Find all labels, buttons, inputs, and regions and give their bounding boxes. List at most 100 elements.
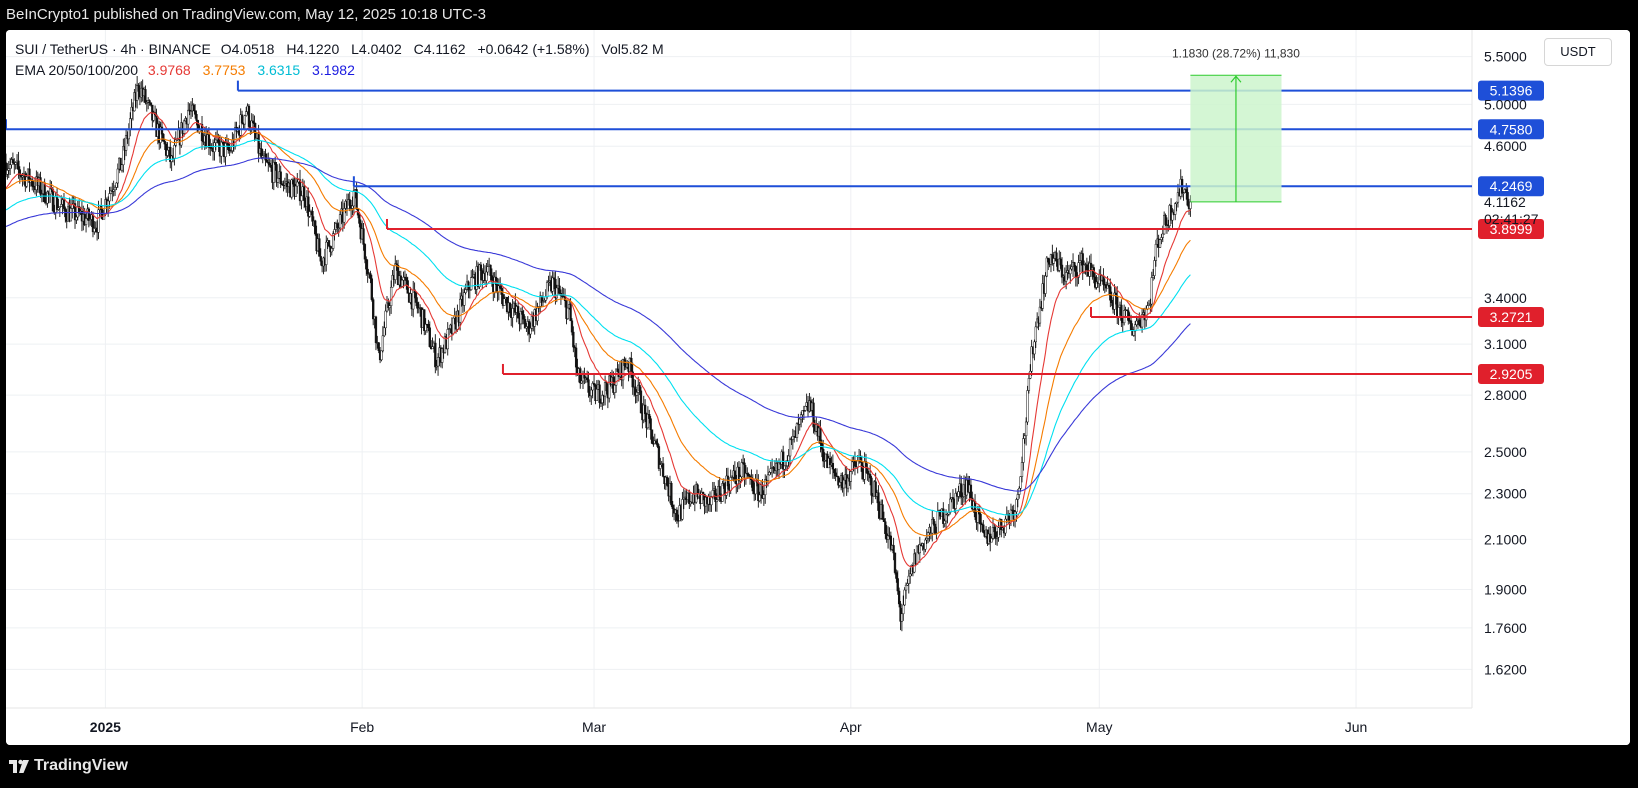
candle-body-266	[372, 299, 375, 320]
candle-body-733	[1016, 494, 1019, 500]
price-tick-9: 1.9000	[1484, 581, 1527, 597]
price-tick-10: 1.7600	[1484, 620, 1527, 636]
candle-body-371	[516, 306, 520, 319]
candle-body-713	[989, 533, 992, 543]
candle-body-619	[859, 456, 862, 463]
candle-body-753	[1044, 275, 1047, 294]
candle-body-211	[296, 181, 299, 187]
last-price-label: 4.1162	[1484, 194, 1526, 210]
candle-body-411	[572, 331, 575, 348]
candle-body-393	[547, 281, 550, 283]
candle-body-812	[1125, 309, 1129, 312]
candle-body-151	[213, 142, 216, 153]
candle-body-219	[307, 196, 310, 217]
candle-body-297	[414, 292, 418, 303]
candle-body-174	[245, 111, 248, 116]
candle-body-817	[1132, 330, 1135, 336]
candle-body-264	[369, 273, 372, 279]
candle-body-666	[924, 539, 927, 550]
candle-body-196	[275, 164, 278, 183]
candle-body-122	[173, 145, 176, 159]
candle-body-329	[459, 298, 462, 323]
candle-body-260	[363, 244, 367, 260]
candle-body-565	[784, 465, 788, 467]
candle-body-430	[598, 384, 601, 403]
candle-body-170	[239, 114, 242, 136]
candle-body-134	[189, 110, 193, 112]
tradingview-logo-icon[interactable]	[8, 756, 30, 776]
candle-body-613	[851, 461, 854, 472]
candle-body-89	[127, 128, 131, 140]
candle-body-274	[383, 327, 386, 337]
candle-body-601	[834, 472, 837, 477]
candle-body-630	[874, 481, 877, 497]
support-level-2-label: 2.9205	[1490, 366, 1533, 382]
candle-body-47	[69, 208, 73, 222]
candle-body-790	[1095, 281, 1098, 288]
candle-body-189	[265, 159, 269, 163]
candle-body-207	[290, 179, 293, 198]
candle-body-504	[700, 492, 703, 504]
candle-body-440	[612, 377, 615, 393]
ema100-line	[6, 139, 1191, 516]
price-tick-4: 3.1000	[1484, 336, 1527, 352]
candle-body-721	[1000, 519, 1003, 530]
candle-body-298	[416, 302, 419, 309]
candle-body-367	[511, 308, 514, 318]
candle-body-152	[214, 139, 217, 143]
tradingview-brand[interactable]: TradingView	[34, 757, 128, 774]
candle-body-252	[352, 190, 356, 207]
symbol-label[interactable]: SUI / TetherUS · 4h · BINANCE	[15, 41, 211, 57]
candle-body-683	[947, 512, 950, 515]
candle-body-272	[380, 350, 383, 361]
candle-body-442	[614, 368, 618, 386]
candle-body-79	[113, 187, 117, 191]
candle-body-781	[1082, 264, 1086, 273]
candle-body-653	[906, 583, 909, 586]
candle-body-85	[122, 146, 125, 166]
candle-body-845	[1171, 211, 1174, 221]
candle-body-838	[1161, 233, 1164, 238]
candle-body-514	[714, 488, 717, 503]
candle-body-768	[1065, 272, 1068, 282]
candle-body-564	[783, 465, 786, 470]
candle-body-390	[543, 300, 546, 302]
candle-body-590	[819, 427, 822, 444]
candle-body-604	[838, 482, 841, 486]
resistance-level-0-label-bg	[1478, 80, 1544, 101]
candle-body-208	[291, 179, 295, 185]
candle-body-74	[107, 200, 110, 208]
ema-label[interactable]: EMA 20/50/100/200	[15, 62, 138, 78]
candle-body-232	[325, 241, 328, 265]
candle-body-533	[740, 462, 743, 478]
currency-button[interactable]: USDT	[1544, 38, 1612, 66]
publish-bar: BeInCrypto1 published on TradingView.com…	[0, 0, 1638, 30]
candle-body-466	[648, 414, 651, 419]
candle-body-273	[381, 335, 385, 352]
candle-body-119	[169, 146, 172, 162]
candle-body-599	[831, 462, 835, 470]
candle-body-848	[1175, 201, 1178, 204]
candle-body-715	[991, 527, 995, 539]
chart-legend: SUI / TetherUS · 4h · BINANCE O4.0518 H4…	[15, 39, 672, 81]
candle-body-195	[274, 162, 277, 165]
candle-body-856	[1186, 192, 1189, 206]
candle-body-490	[681, 499, 684, 520]
candle-body-651	[903, 589, 906, 606]
resistance-level-2-label: 4.2469	[1490, 178, 1533, 194]
candle-body-127	[180, 122, 183, 146]
candle-body-0	[6, 162, 8, 175]
candle-body-316	[441, 348, 444, 363]
time-tick-5: Jun	[1345, 719, 1368, 735]
candle-body-358	[499, 285, 502, 289]
candle-body-799	[1107, 285, 1111, 287]
chart-panel[interactable]: 5.1396 4.7580 4.2469 3.8999 3.2721 2.9205 1.18…	[6, 30, 1630, 745]
price-tick-1: 5.0000	[1484, 96, 1527, 112]
candle-body-80	[115, 182, 118, 188]
price-chart[interactable]: 5.1396 4.7580 4.2469 3.8999 3.2721 2.9205 1.18…	[6, 30, 1630, 745]
candle-body-808	[1120, 304, 1123, 321]
candle-body-138	[195, 114, 198, 121]
candle-body-197	[276, 178, 280, 183]
candle-body-375	[522, 314, 525, 320]
candle-body-679	[942, 508, 945, 524]
